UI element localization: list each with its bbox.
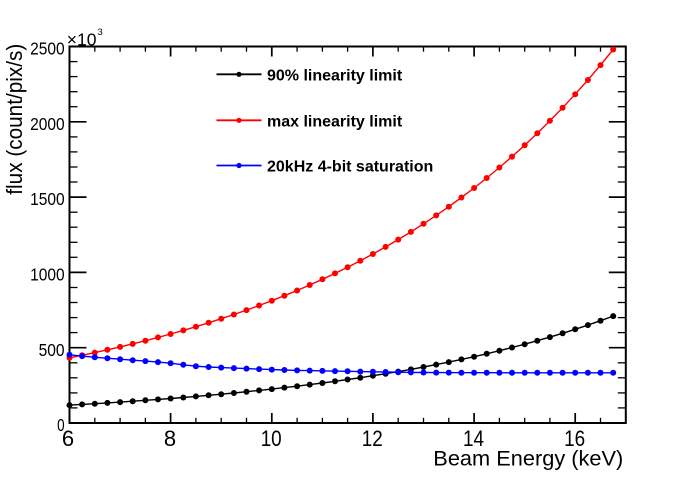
svg-text:10: 10: [261, 426, 282, 451]
svg-text:12: 12: [362, 426, 383, 451]
svg-text:2000: 2000: [30, 114, 65, 134]
svg-text:14: 14: [463, 426, 484, 451]
svg-text:6: 6: [62, 426, 74, 451]
svg-text:1500: 1500: [30, 189, 65, 209]
svg-text:×10: ×10: [67, 29, 97, 49]
svg-text:Beam Energy (keV): Beam Energy (keV): [433, 448, 623, 471]
svg-text:flux (count/pix/s): flux (count/pix/s): [2, 44, 27, 195]
svg-text:max linearity limit: max linearity limit: [267, 113, 403, 130]
svg-text:2500: 2500: [30, 39, 65, 59]
svg-text:20kHz 4-bit saturation: 20kHz 4-bit saturation: [267, 159, 433, 176]
svg-text:8: 8: [164, 426, 176, 451]
svg-text:0: 0: [57, 415, 65, 435]
svg-text:500: 500: [39, 340, 65, 360]
svg-text:1000: 1000: [30, 265, 65, 285]
svg-text:3: 3: [98, 27, 103, 38]
svg-text:16: 16: [564, 426, 585, 451]
svg-text:90% linearity limit: 90% linearity limit: [267, 67, 403, 84]
